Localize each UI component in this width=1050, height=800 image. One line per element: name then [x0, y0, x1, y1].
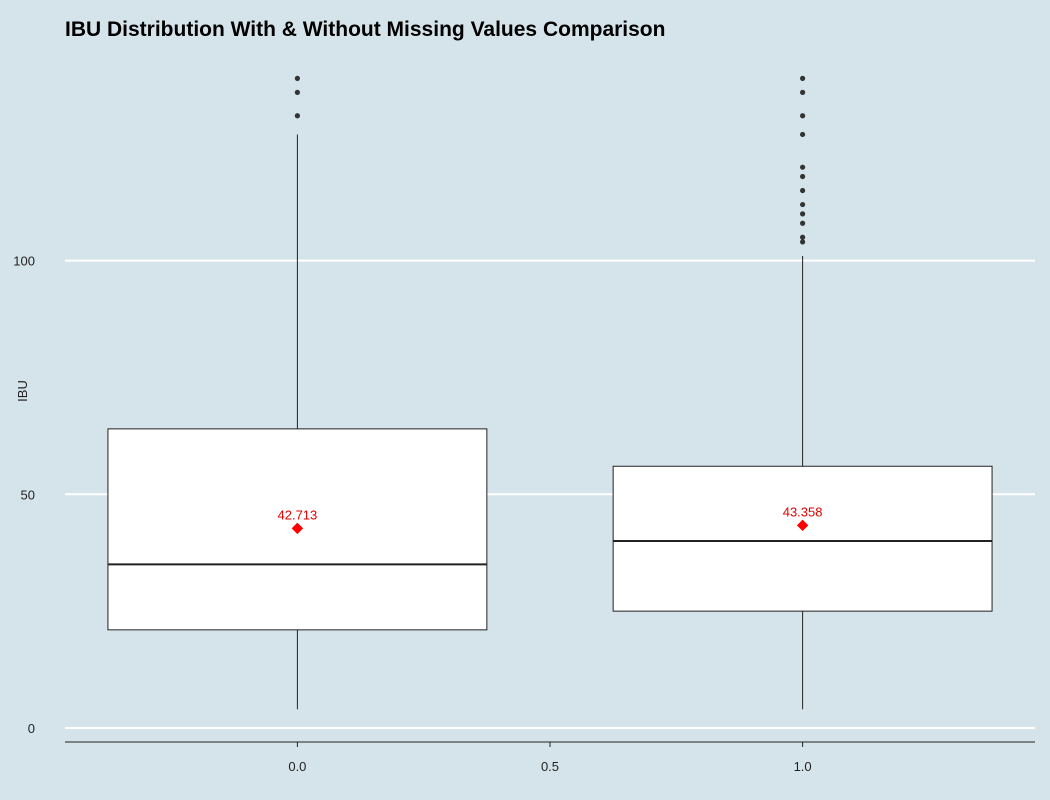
outlier-point — [294, 89, 300, 95]
outlier-point — [800, 211, 806, 217]
mean-label: 42.713 — [278, 507, 318, 522]
x-tick-label-0.5: 0.5 — [541, 759, 559, 774]
outlier-point — [294, 75, 300, 81]
box-group-0: 42.713 — [107, 75, 488, 710]
outlier-point — [800, 201, 806, 208]
outlier-point — [800, 173, 806, 180]
iqr-box — [612, 465, 993, 612]
outlier-point — [800, 131, 806, 138]
outlier-point — [800, 164, 806, 170]
chart-title: IBU Distribution With & Without Missing … — [65, 18, 665, 41]
outlier-point — [800, 89, 806, 95]
box-group-1: 43.358 — [612, 75, 993, 710]
mean-marker — [796, 519, 809, 532]
y-tick-label-0: 0 — [28, 721, 35, 736]
outlier-point — [800, 75, 806, 81]
outlier-point — [800, 220, 806, 226]
axes: 0 50 100 0.0 0.5 1.0 — [13, 254, 1035, 774]
outlier-point — [800, 187, 806, 194]
mean-marker — [291, 522, 304, 535]
x-tick-label-1.0: 1.0 — [794, 759, 812, 774]
y-tick-label-50: 50 — [21, 487, 35, 502]
outlier-point — [800, 234, 806, 240]
plot-area: 42.713 43.358 — [107, 75, 993, 710]
outlier-point — [800, 113, 806, 119]
mean-label: 43.358 — [783, 504, 823, 519]
outlier-point — [294, 113, 300, 119]
outlier-point — [800, 239, 806, 245]
y-axis-label: IBU — [15, 380, 30, 402]
y-tick-label-100: 100 — [13, 254, 35, 269]
x-tick-label-0.0: 0.0 — [288, 759, 306, 774]
